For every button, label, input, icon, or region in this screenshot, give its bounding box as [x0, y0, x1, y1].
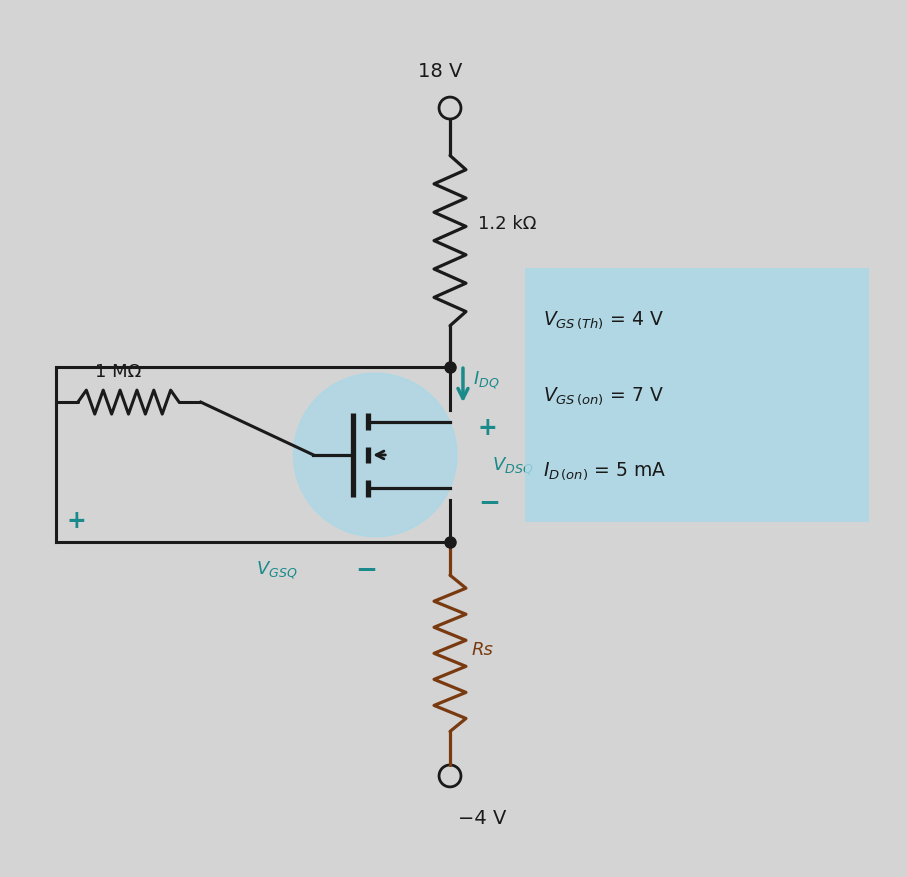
Text: +: + [478, 416, 498, 439]
FancyBboxPatch shape [525, 268, 869, 522]
Text: $V_{GS\,(on)}$ = 7 V: $V_{GS\,(on)}$ = 7 V [542, 385, 664, 406]
Text: 1 MΩ: 1 MΩ [95, 363, 141, 381]
Text: $I_{DQ}$: $I_{DQ}$ [473, 369, 500, 390]
Text: +: + [66, 508, 86, 532]
Text: Rs: Rs [472, 640, 493, 658]
Text: −: − [356, 557, 377, 583]
Text: −: − [478, 490, 500, 517]
Text: 1.2 kΩ: 1.2 kΩ [478, 215, 536, 232]
Text: $I_{D\,(on)}$ = 5 mA: $I_{D\,(on)}$ = 5 mA [542, 460, 666, 482]
Text: $V_{GSQ}$: $V_{GSQ}$ [256, 560, 297, 581]
Circle shape [294, 374, 457, 537]
Text: 18 V: 18 V [418, 62, 463, 81]
Text: −4 V: −4 V [458, 808, 506, 827]
Text: $V_{GS\,(Th)}$ = 4 V: $V_{GS\,(Th)}$ = 4 V [542, 310, 664, 331]
Text: $V_{DSQ}$: $V_{DSQ}$ [492, 454, 533, 476]
